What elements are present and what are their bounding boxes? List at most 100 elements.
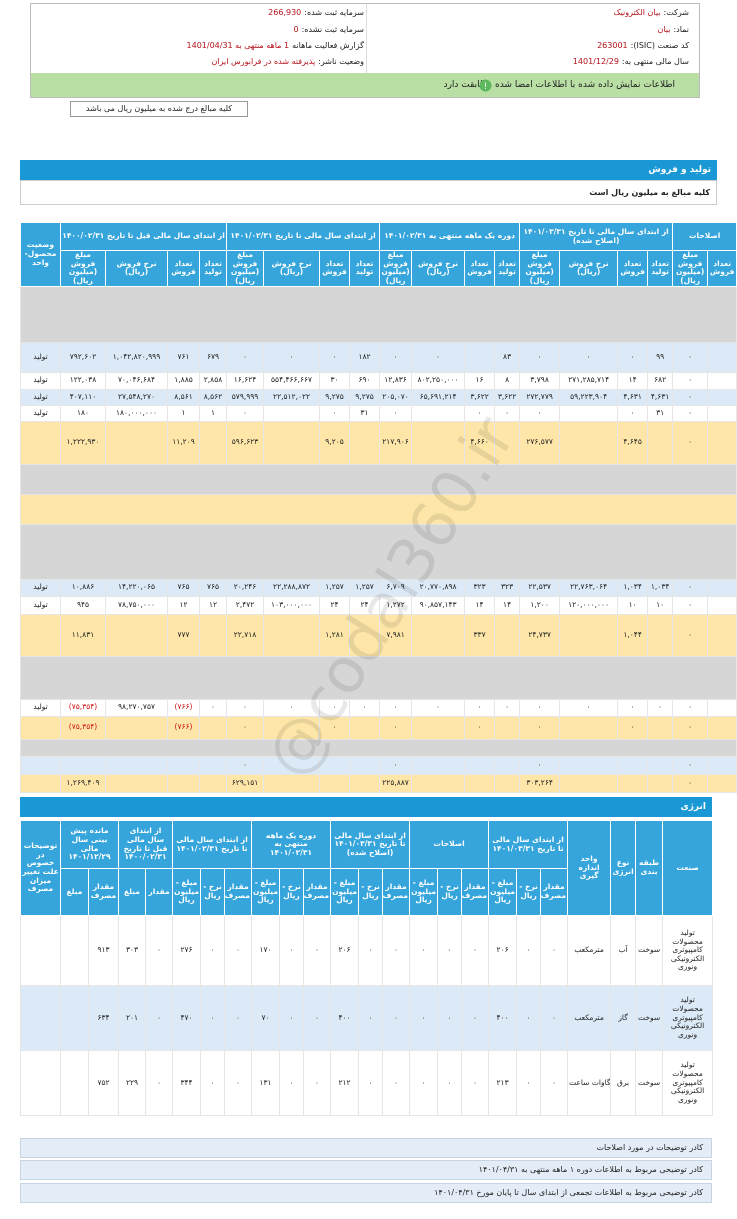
cell	[20, 420, 61, 465]
cell: ۰	[672, 371, 709, 390]
note-box: کادر توضیحی مربوط به اطلاعات دوره ۱ ماهه…	[20, 1160, 712, 1180]
cell: ۴۷۰	[172, 985, 202, 1051]
group-header: از ابتدای سال مالی تا تاریخ ۱۴۰۱/۰۳/۳۱ (…	[330, 820, 411, 869]
cell	[167, 755, 200, 775]
cell: ۰	[200, 915, 226, 986]
cell: ۱۴	[464, 595, 496, 615]
value: پذیرفته شده در فرابورس ایران	[211, 57, 316, 66]
cell: ۰	[672, 388, 709, 406]
cell: ۱۰	[617, 595, 649, 615]
cell: ۲۴,۷۳۷	[519, 613, 561, 657]
cell: ۷۷۷	[167, 613, 200, 657]
cell: ۵۹,۲۲۳,۹۰۴	[559, 388, 619, 406]
cell: ۱۲,۸۳۶	[379, 371, 413, 390]
value: 0	[293, 25, 299, 34]
cell	[707, 341, 737, 373]
cell: ۷۰	[251, 985, 281, 1051]
cell	[559, 613, 619, 657]
cell	[464, 341, 496, 373]
cell: ۰	[409, 1050, 439, 1116]
cell	[20, 985, 61, 1051]
cell	[198, 420, 228, 465]
cell: ۱,۰۴۴	[617, 613, 649, 657]
cell	[647, 715, 674, 740]
group-header: از ابتدای سال مالی تا تاریخ ۱۴۰۱/۰۳/۳۱	[488, 820, 569, 869]
cell	[617, 773, 649, 793]
cell	[20, 715, 61, 740]
group-header: مانده پیش بینی سال مالی ۱۴۰۱/۱۲/۲۹	[60, 820, 119, 869]
table-row: ۶۳۴ ۲۰۱ ۰ ۴۷۰ ۰ ۰ ۷۰ ۰ ۰ ۴۰۰ ۰ ۰ ۰ ۰ ۰ ۴۰۰ ۰ ۰ مترمکعب گاز س…	[20, 985, 714, 1051]
cell: ۰	[279, 915, 305, 986]
cell: ۰	[411, 341, 466, 373]
cell: ۰	[200, 1050, 226, 1116]
cell: تولید	[20, 371, 61, 390]
cell: ۱,۲۲۲,۹۳۰	[60, 420, 106, 465]
cell: ۰	[279, 1050, 305, 1116]
cell: ۰	[224, 1050, 253, 1116]
table-row: تولید ۱۸۰ ۱۸۰,۰۰۰,۰۰۰ ۱ ۱ ۰ ۰ ۳۱ ۰ ۰ ۰ ۰ ۰ ۳۱ ۰	[20, 404, 737, 422]
cell	[167, 773, 200, 793]
cell: ۰	[519, 715, 561, 740]
column-header: مقدار مصرف	[382, 868, 411, 916]
cell	[494, 613, 521, 657]
column-header: تعداد فروش	[464, 250, 496, 287]
cell: ۰	[226, 404, 265, 422]
cell	[263, 613, 321, 657]
cell	[707, 698, 737, 717]
cell	[647, 420, 674, 465]
cell: ۱۸۰,۰۰۰,۰۰۰	[105, 404, 168, 422]
cell: ۲۱۷,۹۰۶	[379, 420, 413, 465]
cell	[105, 715, 168, 740]
column-header: نرخ فروش (ریال)	[559, 250, 619, 287]
cell: ۰	[672, 715, 709, 740]
cell: ۴۰۰	[330, 985, 360, 1051]
column-header: تعداد فروش	[617, 250, 649, 287]
cell: تولید	[20, 595, 61, 615]
table-row: ۱,۲۶۹,۴۰۹ ۶۲۹,۱۵۱ ۲۲۵,۸۸۷ ۳۰۳,۲۶۴ ۰	[20, 773, 737, 793]
cell: ۱۴,۲۲۰,۰۶۵	[105, 578, 168, 597]
cell: ۱۸۰	[60, 404, 106, 422]
cell: ۴۰۰	[488, 985, 518, 1051]
cell	[349, 773, 381, 793]
cell	[411, 420, 466, 465]
cell: سوخت	[635, 915, 664, 986]
cell: ۰	[540, 915, 569, 986]
cell	[647, 613, 674, 657]
column-header: واحد اندازه گیری	[567, 820, 612, 916]
cell: ۰	[494, 698, 521, 717]
cell: ۰	[382, 1050, 411, 1116]
cell	[559, 715, 619, 740]
cell: ۰	[516, 1050, 542, 1116]
cell: ۰	[319, 404, 351, 422]
table-row	[19, 655, 737, 700]
cell: ۲۷۶	[172, 915, 202, 986]
column-header: مبلغ - میلیون ریال	[488, 868, 518, 916]
cell: ۰	[379, 698, 413, 717]
cell	[20, 613, 61, 657]
cell: ۱,۰۳۴	[647, 578, 674, 597]
column-header: مبلغ - میلیون ریال	[172, 868, 202, 916]
cell: ۳۲۳	[494, 578, 521, 597]
column-header: مبلغ	[118, 868, 146, 916]
notice-bar: اطلاعات نمایش داده شده با اطلاعات امضا ش…	[31, 73, 699, 97]
cell	[105, 420, 168, 465]
label: سرمایه ثبت شده:	[304, 8, 364, 17]
label: شرکت:	[663, 8, 689, 17]
column-header: مبلغ فروش (میلیون ریال)	[226, 250, 265, 287]
cell: ۰	[672, 773, 709, 793]
cell: ۳۰۳,۲۶۴	[519, 773, 561, 793]
cell	[559, 755, 619, 775]
column-header: مبلغ - میلیون ریال	[409, 868, 439, 916]
cell: تولید	[20, 578, 61, 597]
cell: ۳۰۳	[118, 915, 146, 986]
cell	[349, 420, 381, 465]
column-header: نرخ - ریال	[279, 868, 305, 916]
table-row	[19, 738, 737, 757]
cell: ۰	[461, 915, 490, 986]
column-header: مقدار مصرف	[224, 868, 253, 916]
cell: ۳۱	[349, 404, 381, 422]
cell: ۰	[279, 985, 305, 1051]
cell: ۸۳	[494, 341, 521, 373]
cell	[198, 773, 228, 793]
